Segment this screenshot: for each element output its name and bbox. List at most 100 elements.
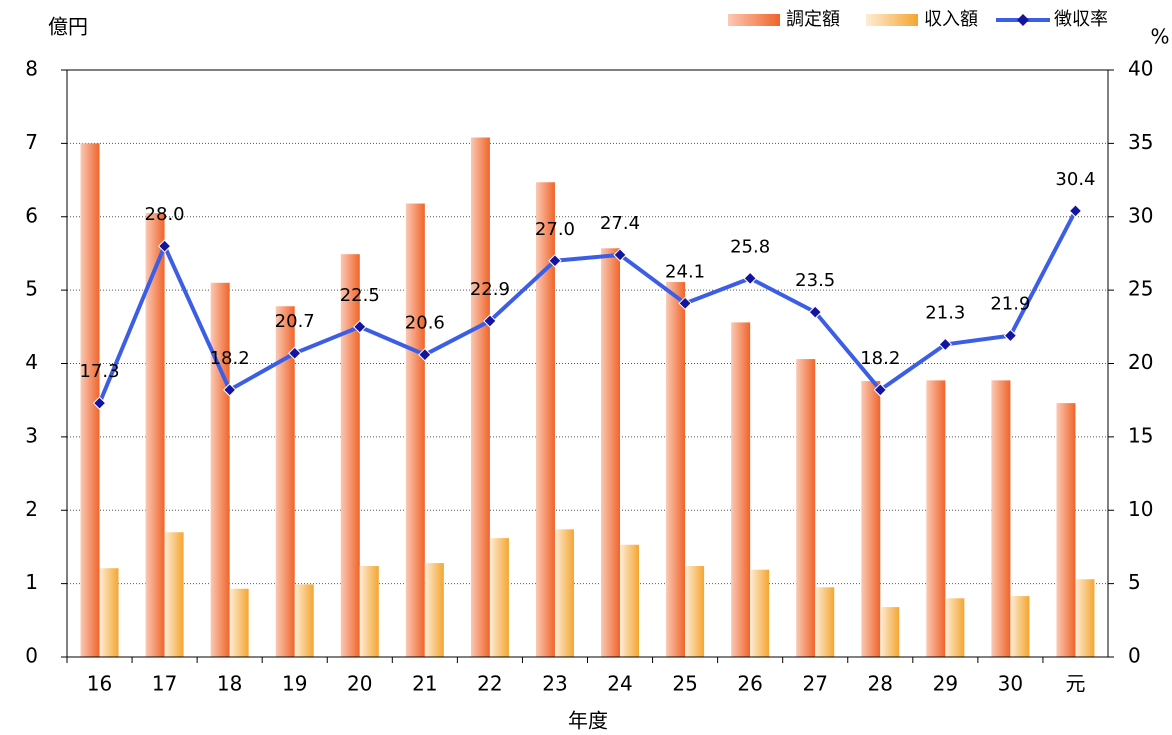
bar: [926, 380, 946, 657]
x-tick-label: 27: [802, 672, 827, 696]
marker: [1003, 328, 1018, 343]
legend-marker: [1017, 14, 1029, 26]
bar: [145, 213, 165, 658]
x-tick-label: 25: [672, 672, 697, 696]
y-axis-title: 億円: [48, 15, 88, 39]
y-tick-label: 7: [25, 130, 38, 154]
x-tick-label: 18: [217, 672, 242, 696]
data-label: 20.6: [405, 313, 445, 334]
data-label: 21.9: [990, 294, 1030, 315]
legend-label: 徴収率: [1054, 9, 1108, 30]
bar: [535, 182, 555, 658]
y-tick-label: 8: [25, 57, 38, 81]
x-tick-label: 17: [152, 672, 177, 696]
y2-tick-label: 30: [1128, 203, 1153, 227]
data-label: 28.0: [145, 204, 185, 225]
y-tick-label: 1: [25, 570, 38, 594]
marker: [678, 296, 692, 311]
bar: [424, 563, 444, 657]
marker: [92, 396, 107, 410]
legend-label: 調定額: [786, 9, 840, 30]
x-tick-label: 16: [87, 672, 112, 696]
x-tick-label: 26: [737, 672, 762, 696]
bar: [750, 569, 770, 657]
bar: [861, 381, 881, 657]
x-tick-label: 30: [998, 672, 1023, 696]
y2-tick-label: 5: [1128, 570, 1141, 594]
marker: [808, 305, 822, 319]
data-label: 30.4: [1055, 169, 1095, 190]
marker: [548, 254, 562, 268]
plot-border: [66, 69, 1109, 658]
bar: [229, 588, 249, 657]
data-label: 20.7: [275, 311, 315, 332]
data-label: 27.0: [535, 219, 575, 240]
y-tick-label: 2: [25, 497, 38, 521]
y-tick-label: 0: [25, 644, 38, 668]
bar: [554, 529, 574, 657]
x-tick-label: 24: [607, 672, 632, 696]
bar: [275, 306, 295, 657]
y2-tick-label: 40: [1128, 57, 1153, 81]
x-tick-label: 21: [412, 672, 437, 696]
y-tick-label: 3: [25, 423, 38, 447]
bar: [1056, 403, 1076, 657]
x-tick-label: 22: [477, 672, 502, 696]
y2-tick-label: 35: [1128, 130, 1153, 154]
data-label: 21.3: [925, 302, 965, 323]
line: [97, 209, 1078, 404]
bar: [80, 143, 100, 657]
x-tick-label: 元: [1065, 672, 1085, 696]
legend-swatch: [728, 14, 780, 26]
bar: [470, 137, 490, 657]
bar: [405, 203, 425, 658]
bar: [685, 566, 705, 657]
bar: [340, 254, 360, 657]
bar: [796, 359, 816, 657]
marker: [418, 347, 432, 362]
y-tick-label: 5: [25, 277, 38, 301]
bar: [945, 598, 965, 657]
bar: [99, 568, 119, 657]
marker: [483, 314, 497, 328]
y2-tick-label: 10: [1128, 497, 1153, 521]
data-label: 27.4: [600, 213, 640, 234]
marker: [157, 239, 172, 253]
y-tick-label: 4: [25, 350, 38, 374]
x-tick-label: 28: [868, 672, 893, 696]
marker: [288, 346, 302, 360]
x-tick-label: 19: [282, 672, 307, 696]
bar: [294, 584, 314, 657]
bar: [991, 380, 1011, 657]
data-label: 24.1: [665, 261, 705, 282]
marker: [353, 320, 367, 334]
bar: [731, 322, 751, 657]
bar: [880, 607, 900, 657]
bar: [1010, 596, 1030, 657]
bar: [489, 538, 509, 657]
x-tick-label: 29: [933, 672, 958, 696]
y2-tick-label: 15: [1128, 423, 1153, 447]
marker: [873, 383, 887, 397]
x-tick-label: 20: [347, 672, 372, 696]
bar: [164, 532, 184, 657]
data-label: 18.2: [860, 348, 900, 369]
bar: [210, 282, 230, 657]
bar: [601, 248, 621, 657]
bar: [359, 566, 379, 657]
data-label: 17.3: [79, 361, 119, 382]
bar: [1075, 579, 1095, 657]
marker: [613, 248, 627, 262]
y2-tick-label: 0: [1128, 644, 1141, 668]
legend-label: 収入額: [924, 9, 978, 30]
marker: [938, 337, 953, 352]
y2-tick-label: 20: [1128, 350, 1153, 374]
y-tick-label: 6: [25, 203, 38, 227]
bar: [620, 544, 640, 657]
y2-axis-title: %: [1150, 25, 1169, 49]
marker: [222, 383, 237, 397]
data-label: 22.9: [470, 279, 510, 300]
bar: [666, 282, 686, 657]
x-tick-label: 23: [542, 672, 567, 696]
